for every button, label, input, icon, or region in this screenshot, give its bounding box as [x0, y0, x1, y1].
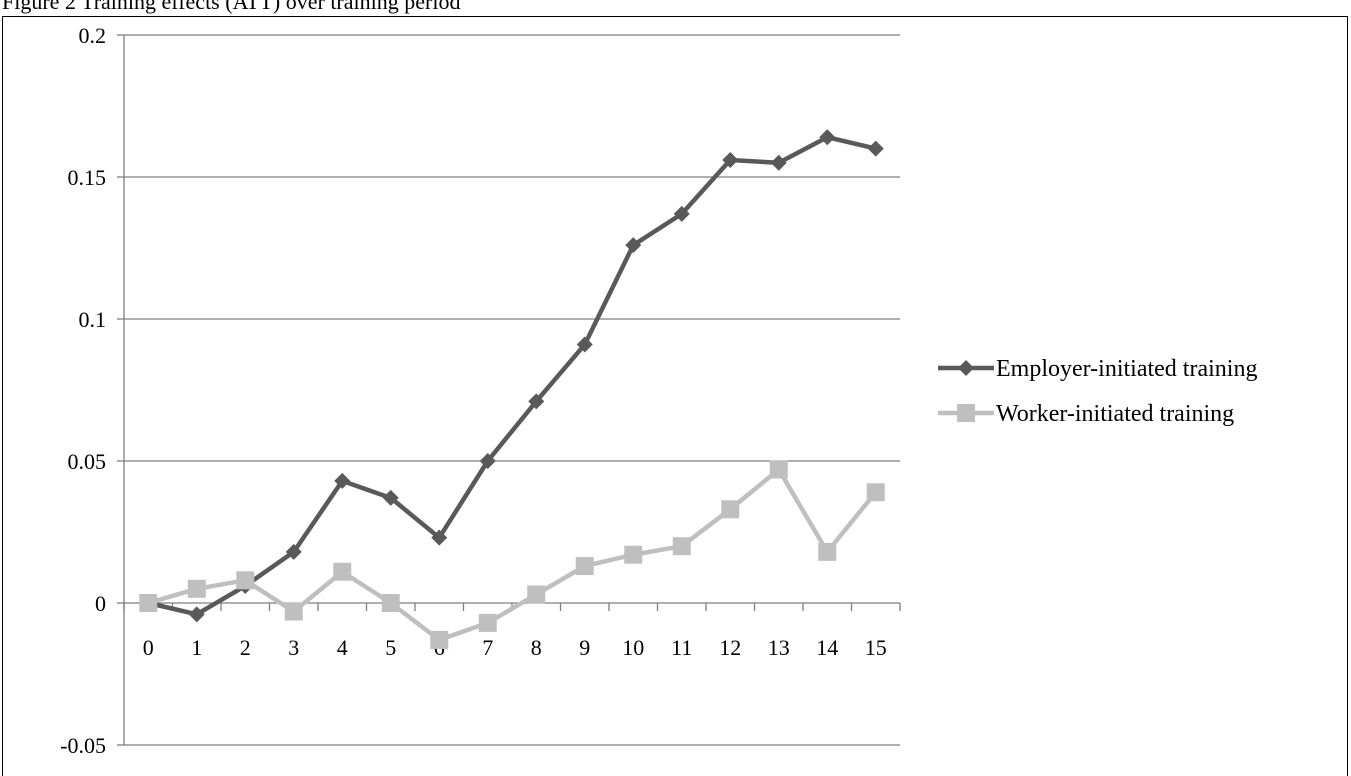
data-point-square	[333, 562, 352, 581]
x-tick-label: 10	[622, 635, 644, 660]
data-point-square	[527, 585, 546, 604]
data-point-diamond	[188, 606, 205, 623]
y-tick-label: 0	[95, 591, 106, 616]
series-0	[140, 129, 884, 623]
y-tick-label: 0.1	[79, 307, 107, 332]
data-point-diamond	[819, 129, 836, 146]
x-tick-labels: 0123456789101112131415	[143, 635, 887, 660]
series-1	[139, 460, 885, 649]
data-point-square	[721, 500, 740, 519]
x-tick-label: 2	[240, 635, 251, 660]
y-tick-label: 0.15	[68, 165, 107, 190]
data-point-diamond	[334, 472, 351, 489]
legend-label: Worker-initiated training	[996, 401, 1234, 427]
data-point-diamond	[285, 543, 302, 560]
data-point-diamond	[770, 154, 787, 171]
data-point-diamond	[479, 453, 496, 469]
x-tick-label: 13	[768, 635, 790, 660]
x-tick-label: 11	[671, 635, 692, 660]
x-tick-label: 1	[191, 635, 202, 660]
legend-entry-1: Worker-initiated training	[938, 401, 1234, 427]
data-point-square	[624, 545, 643, 564]
figure-caption: Figure 2 Training effects (ATT) over tra…	[2, 0, 461, 14]
x-tick-label: 14	[816, 635, 838, 660]
series-line	[147, 467, 878, 643]
data-point-diamond	[431, 529, 448, 546]
y-tick-label: 0.2	[79, 23, 107, 48]
data-point-square	[236, 571, 255, 590]
data-point-diamond	[576, 336, 593, 353]
legend-entry-0: Employer-initiated training	[938, 356, 1257, 382]
axes	[117, 34, 901, 746]
y-tick-label: -0.05	[60, 733, 106, 758]
x-tick-label: 12	[719, 635, 741, 660]
data-point-diamond	[625, 237, 642, 254]
data-point-square	[478, 613, 497, 632]
data-point-square	[866, 483, 885, 502]
x-tick-label: 4	[337, 635, 348, 660]
data-point-square	[381, 594, 400, 612]
x-tick-label: 8	[531, 635, 542, 660]
y-tick-labels: -0.05 0 0.05 0.1 0.15 0.2	[60, 23, 106, 758]
data-point-square	[187, 579, 206, 598]
x-tick-label: 15	[865, 635, 887, 660]
legend-label: Employer-initiated training	[996, 356, 1257, 382]
data-point-diamond	[382, 489, 399, 506]
data-point-square	[284, 602, 303, 621]
x-tick-label: 7	[482, 635, 493, 660]
data-point-diamond	[867, 140, 884, 157]
data-point-square	[575, 557, 594, 576]
data-point-diamond	[722, 151, 739, 168]
data-point-diamond	[528, 393, 545, 410]
data-point-square	[818, 542, 837, 561]
data-point-square	[139, 594, 158, 612]
x-tick-label: 9	[579, 635, 590, 660]
data-point-square	[769, 460, 788, 479]
y-tick-label: 0.05	[68, 449, 107, 474]
data-point-square	[430, 630, 449, 649]
legend: Employer-initiated training Worker-initia…	[938, 356, 1257, 427]
data-point-square	[672, 537, 691, 556]
series-line	[147, 134, 877, 617]
data-point-diamond	[673, 205, 690, 222]
chart-frame	[2, 16, 1348, 776]
legend-diamond-icon	[958, 360, 974, 376]
series-lines	[139, 129, 885, 649]
x-tick-label: 3	[288, 635, 299, 660]
legend-square-icon	[957, 404, 975, 422]
x-tick-label: 5	[385, 635, 396, 660]
x-tick-label: 0	[143, 635, 154, 660]
